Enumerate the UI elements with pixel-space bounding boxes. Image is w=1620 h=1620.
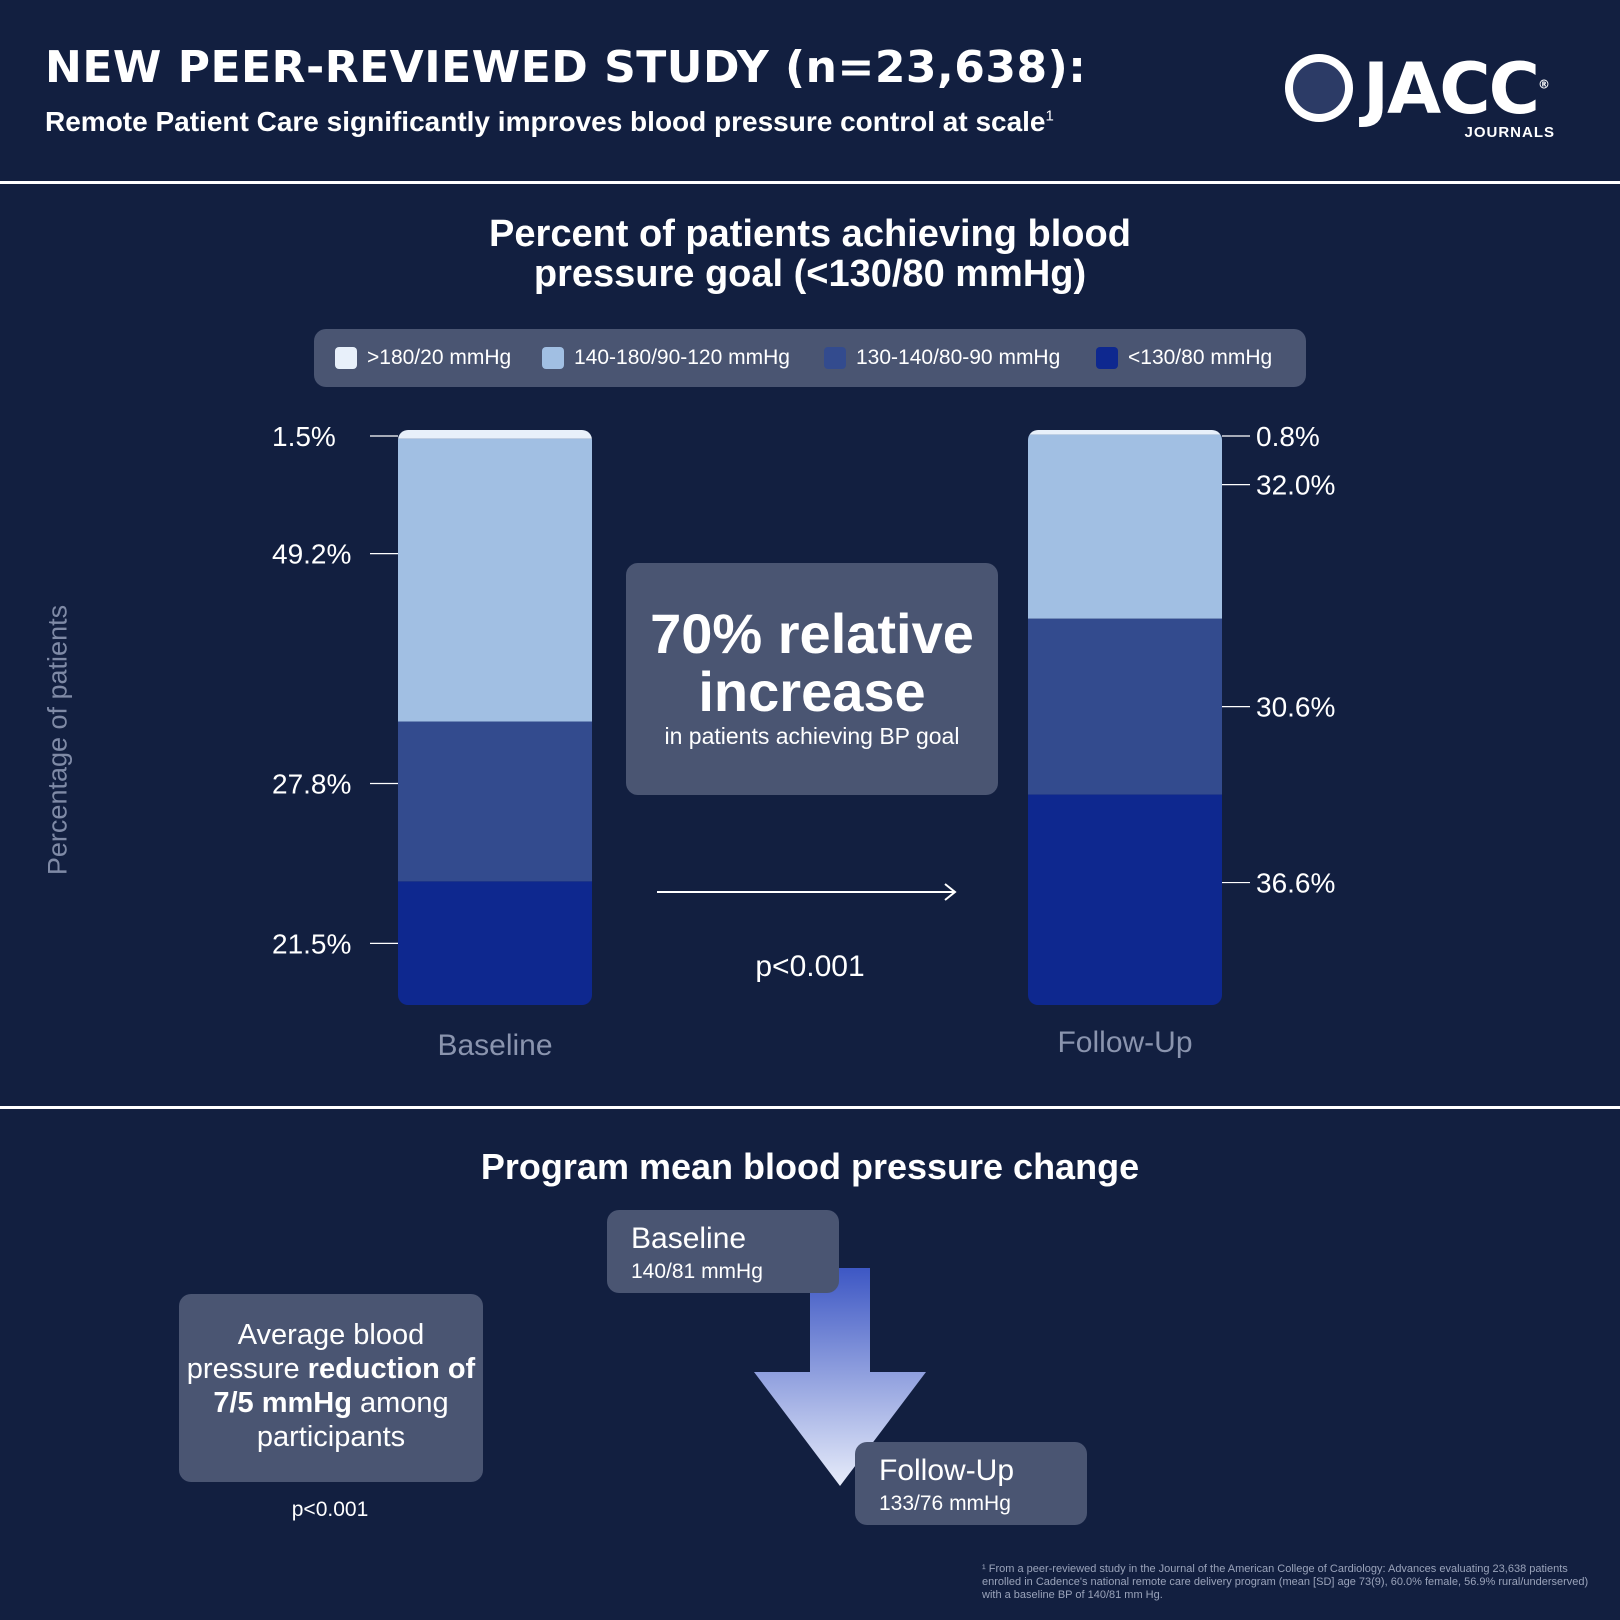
- x-tick-label: Baseline: [437, 1029, 552, 1062]
- legend-label: 140-180/90-120 mmHg: [574, 346, 790, 369]
- chart-title: Percent of patients achieving blood pres…: [489, 213, 1131, 295]
- arrow-down-icon: [754, 1268, 926, 1486]
- callout-headline: 70% relative increase: [650, 602, 974, 723]
- legend-swatch: [335, 347, 357, 369]
- data-label: 36.6%: [1256, 868, 1335, 899]
- legend-item: 140-180/90-120 mmHg: [542, 329, 790, 387]
- chart-legend: >180/20 mmHg 140-180/90-120 mmHg 130-140…: [314, 329, 1306, 387]
- bar-segment: [1028, 430, 1222, 435]
- avg-text-bold: reduction of 7/5 mmHg: [213, 1353, 476, 1419]
- average-reduction-box: Average blood pressure reduction of 7/5 …: [179, 1294, 483, 1482]
- relative-increase-callout: 70% relative increase in patients achiev…: [626, 563, 998, 795]
- bar-segment: [398, 430, 592, 439]
- arrow-right-icon: [657, 883, 957, 901]
- bar-segment: [1028, 794, 1222, 1005]
- followup-bp-box: Follow-Up 133/76 mmHg: [855, 1442, 1087, 1525]
- data-label: 1.5%: [272, 421, 336, 452]
- followup-bp-label: Follow-Up: [879, 1454, 1015, 1487]
- baseline-bp-label: Baseline: [631, 1222, 747, 1255]
- legend-label: >180/20 mmHg: [367, 346, 512, 369]
- data-label: 0.8%: [1256, 421, 1320, 452]
- baseline-bp-box: Baseline 140/81 mmHg: [607, 1210, 839, 1293]
- legend-label: <130/80 mmHg: [1128, 346, 1273, 369]
- divider-middle: [0, 1106, 1620, 1109]
- data-label: 30.6%: [1256, 692, 1335, 723]
- legend-swatch: [542, 347, 564, 369]
- divider-top: [0, 181, 1620, 184]
- legend-label: 130-140/80-90 mmHg: [856, 346, 1061, 369]
- jacc-seal-icon: [1285, 54, 1353, 122]
- footnote: ¹ From a peer-reviewed study in the Jour…: [982, 1563, 1589, 1601]
- legend-swatch: [1096, 347, 1118, 369]
- page-title: NEW PEER-REVIEWED STUDY (n=23,638):: [45, 42, 1087, 93]
- bar-group-1: [1028, 430, 1222, 1005]
- data-label: 21.5%: [272, 928, 351, 959]
- bar-segment: [1028, 434, 1222, 619]
- legend-swatch: [824, 347, 846, 369]
- callout-subtext: in patients achieving BP goal: [664, 723, 960, 749]
- bar-group-0: [398, 430, 592, 1005]
- followup-bp-value: 133/76 mmHg: [879, 1492, 1011, 1515]
- chart-p-value: p<0.001: [755, 950, 865, 983]
- section-title-bp-change: Program mean blood pressure change: [480, 1146, 1140, 1187]
- logo-wordmark: JACC®: [1363, 48, 1550, 130]
- x-tick-label: Follow-Up: [1057, 1026, 1192, 1059]
- jacc-logo: JACC® JOURNALS: [1285, 48, 1565, 144]
- legend-item: >180/20 mmHg: [335, 329, 511, 387]
- reduction-p-value: p<0.001: [291, 1498, 369, 1521]
- bar-segment: [398, 721, 592, 882]
- bar-segment: [1028, 618, 1222, 795]
- avg-text: Average blood pressure: [186, 1319, 425, 1385]
- legend-item: <130/80 mmHg: [1096, 329, 1272, 387]
- baseline-bp-value: 140/81 mmHg: [631, 1260, 763, 1283]
- bar-segment: [398, 881, 592, 1005]
- logo-subtext: JOURNALS: [1464, 124, 1555, 141]
- page-subtitle: Remote Patient Care significantly improv…: [45, 106, 1054, 137]
- data-label: 49.2%: [272, 539, 351, 570]
- avg-text-end: among participants: [256, 1387, 449, 1453]
- legend-item: 130-140/80-90 mmHg: [824, 329, 1060, 387]
- data-label: 32.0%: [1256, 470, 1335, 501]
- data-label: 27.8%: [272, 769, 351, 800]
- bar-segment: [398, 438, 592, 722]
